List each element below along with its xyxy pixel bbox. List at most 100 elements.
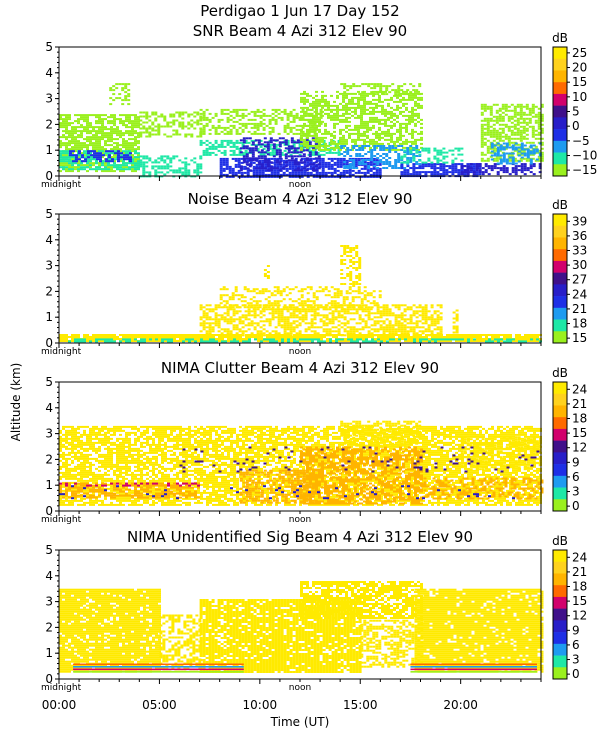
heatmap-cell [241,130,245,133]
heatmap-cell [303,163,307,166]
heatmap-cell [389,336,392,338]
heatmap-cell [238,108,242,111]
heatmap-cell [340,306,344,309]
heatmap-cell [293,336,296,338]
heatmap-cell [80,114,83,117]
heatmap-cell [166,163,170,166]
heatmap-cell [125,140,128,143]
heatmap-cell [425,334,428,336]
heatmap-cell [315,146,318,149]
heatmap-cell [540,153,544,156]
heatmap-cell [336,110,339,113]
heatmap-cell [295,310,299,313]
heatmap-cell [381,104,384,107]
heatmap-cell [259,320,263,323]
heatmap-cell [414,92,417,95]
heatmap-cell [95,136,98,139]
heatmap-cell [534,145,538,148]
heatmap-cell [296,161,300,164]
heatmap-cell [514,148,518,151]
heatmap-cell [202,110,206,113]
heatmap-cell [528,119,532,122]
heatmap-cell [217,326,221,329]
heatmap-cell [269,167,273,170]
heatmap-cell [314,165,318,168]
heatmap-cell [107,128,110,131]
heatmap-cell [298,322,302,325]
heatmap-cell [522,149,526,152]
heatmap-cell [251,155,255,158]
heatmap-cell [360,138,363,141]
heatmap-cell [324,132,327,135]
heatmap-cell [383,338,386,340]
heatmap-cell [262,304,266,307]
heatmap-cell [372,94,375,97]
heatmap-cell [287,151,291,154]
heatmap-cell [283,149,287,152]
heatmap-cell [260,151,264,154]
heatmap-cell [128,162,131,165]
heatmap-cell [442,169,446,172]
heatmap-cell [321,165,325,168]
heatmap-cell [314,153,318,156]
heatmap-cell [117,152,120,155]
heatmap-cell [95,114,98,117]
heatmap-cell [161,334,164,336]
heatmap-cell [411,130,414,133]
heatmap-cell [504,113,508,116]
heatmap-cell [511,144,515,147]
heatmap-cell [280,153,284,156]
heatmap-cell [241,304,245,307]
heatmap-cell [92,162,95,165]
heatmap-cell [137,336,140,338]
heatmap-cell [107,162,110,165]
heatmap-cell [375,173,379,176]
heatmap-cell [306,144,309,147]
heatmap-cell [65,166,68,169]
heatmap-cell [271,306,275,309]
heatmap-cell [65,130,68,133]
heatmap-cell [74,126,77,129]
heatmap-cell [415,151,419,154]
heatmap-cell [95,168,98,171]
heatmap-cell [286,310,290,313]
heatmap-cell [212,334,215,336]
heatmap-cell [311,336,314,338]
heatmap-cell [339,102,342,105]
heatmap-cell [532,148,536,151]
heatmap-cell [290,340,293,342]
heatmap-cell [172,169,176,172]
heatmap-cell [351,140,354,143]
heatmap-cell [352,163,356,165]
heatmap-cell [80,130,83,133]
heatmap-cell [393,124,396,127]
heatmap-cell [340,308,344,311]
heatmap-cell [113,150,116,153]
heatmap-cell [415,163,419,165]
heatmap-cell [256,332,260,335]
heatmap-cell [345,175,349,178]
heatmap-cell [411,120,414,123]
heatmap-cell [202,128,206,131]
heatmap-cell [334,310,338,313]
heatmap-cell [260,157,264,160]
heatmap-cell [244,314,248,317]
heatmap-cell [134,150,137,153]
heatmap-cell [146,336,149,338]
heatmap-cell [478,163,482,166]
heatmap-cell [206,336,209,338]
heatmap-cell [514,171,518,174]
heatmap-cell [505,171,509,174]
heatmap-cell [505,142,509,145]
heatmap-cell [119,168,122,171]
heatmap-cell [118,93,122,96]
heatmap-cell [274,330,278,333]
heatmap-cell [242,147,246,150]
heatmap-cell [268,322,272,325]
heatmap-cell [74,140,77,143]
heatmap-cell [237,163,241,166]
heatmap-cell [527,334,530,336]
heatmap-cell [268,126,272,129]
heatmap-cell [87,150,90,153]
heatmap-cell [342,136,345,139]
